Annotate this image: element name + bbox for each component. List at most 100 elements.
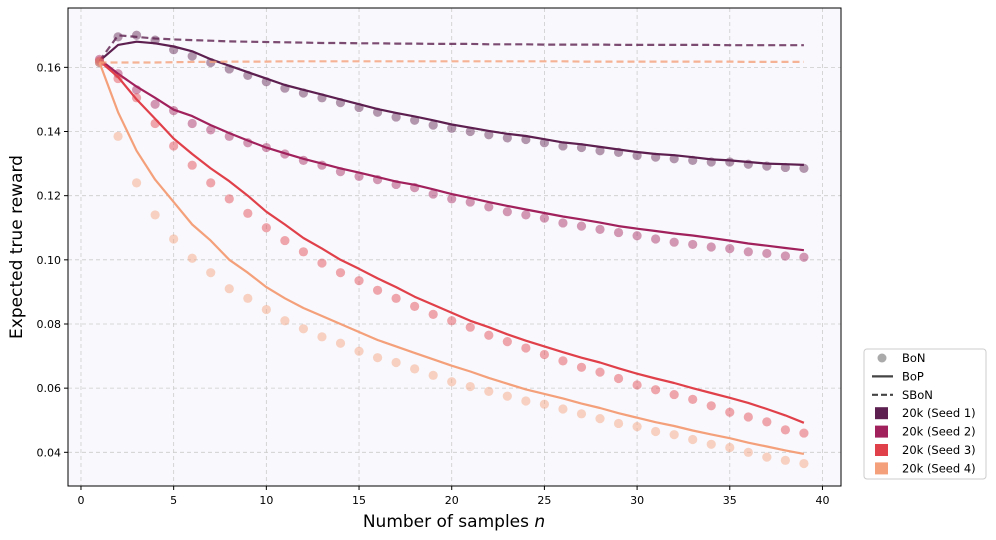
x-tick-label: 35 [723, 494, 737, 507]
sbon-line [98, 34, 804, 62]
bon-point [502, 207, 512, 217]
bon-point [743, 247, 753, 257]
series-4 [94, 57, 809, 469]
bop-line [98, 58, 805, 252]
bon-point [613, 418, 624, 429]
bon-point [780, 251, 790, 261]
legend-item: BoP [872, 369, 924, 383]
y-tick-label: 0.12 [37, 190, 62, 203]
bon-point [780, 455, 790, 465]
bon-point [539, 349, 550, 360]
x-axis-title-text: Number of samples [363, 512, 529, 532]
bon-point [113, 131, 123, 141]
bon-point [632, 422, 642, 432]
bon-point [632, 231, 642, 241]
bon-point [298, 247, 309, 257]
bon-point [688, 434, 698, 445]
bon-point [651, 385, 661, 395]
x-tick-label: 10 [259, 494, 273, 507]
bon-point [317, 332, 327, 342]
bon-point [187, 160, 197, 170]
legend-dot-icon [877, 353, 887, 363]
bon-point [595, 367, 605, 377]
legend-item: 20k (Seed 1) [875, 406, 976, 420]
bon-point [465, 126, 475, 137]
bon-point [651, 234, 661, 244]
bon-point [484, 130, 494, 140]
bon-point [688, 394, 698, 404]
bon-point [317, 258, 327, 268]
bon-point [131, 178, 142, 188]
bon-point [391, 357, 401, 368]
bon-point [725, 407, 735, 417]
bon-point [762, 248, 772, 259]
bon-point [206, 178, 216, 188]
bon-point [521, 396, 531, 406]
bon-point [224, 194, 234, 204]
bon-point [484, 202, 494, 212]
bon-point [688, 239, 698, 250]
bon-point [669, 430, 679, 440]
bon-point [743, 412, 753, 422]
bon-point [335, 268, 346, 278]
plot-background [68, 8, 841, 486]
bon-point [391, 112, 401, 122]
bon-point [780, 425, 790, 435]
bon-point [762, 417, 772, 427]
bon-point [261, 304, 271, 315]
legend-swatch [875, 407, 888, 420]
bon-point [576, 409, 587, 419]
x-axis-title: Number of samples n [363, 512, 545, 532]
legend-item: SBoN [872, 388, 933, 402]
bop-line [98, 40, 804, 166]
legend-label: BoN [902, 351, 926, 365]
bon-point [428, 309, 438, 319]
legend-swatch [875, 462, 888, 475]
legend-item: 20k (Seed 3) [875, 443, 976, 457]
x-tick-label: 0 [77, 494, 84, 507]
bon-point [521, 343, 531, 353]
bon-point [428, 189, 438, 199]
bop-line [98, 62, 805, 455]
y-tick-label: 0.10 [37, 254, 62, 267]
plot-frame [67, 7, 842, 487]
bon-point [206, 125, 216, 135]
bon-point [484, 330, 494, 340]
bon-point [410, 301, 420, 311]
bon-point [762, 452, 772, 462]
bon-point [613, 227, 624, 238]
series-layer [94, 30, 809, 469]
bon-point [484, 386, 494, 396]
bon-point [651, 426, 661, 437]
legend-item: 20k (Seed 2) [875, 425, 976, 439]
bon-point [187, 118, 197, 129]
legend-label: 20k (Seed 3) [902, 443, 976, 457]
x-tick-label: 40 [815, 494, 829, 507]
bon-point [372, 353, 383, 363]
bon-point [447, 316, 457, 326]
bon-point [465, 381, 475, 392]
bon-point [669, 389, 679, 400]
bon-point [799, 252, 809, 262]
bon-point [280, 235, 290, 246]
bon-point [150, 99, 160, 109]
bon-point [261, 223, 271, 233]
bon-point [187, 51, 197, 61]
axis-ticks: 0 5 10 15 20 25 30 35 40 0.04 0.06 0.08 0.10 0.12 0.14… [37, 61, 830, 507]
bon-point [150, 210, 160, 220]
bon-point [465, 322, 475, 332]
bon-point [799, 458, 809, 469]
bon-point [558, 356, 568, 366]
bon-point [447, 194, 457, 204]
bon-point [706, 242, 716, 252]
y-tick-label: 0.04 [37, 446, 62, 459]
bon-point [169, 141, 179, 151]
bon-point [372, 285, 383, 295]
bon-point [280, 316, 290, 326]
bon-point [447, 377, 457, 387]
bon-point [224, 284, 234, 294]
bon-point [799, 428, 809, 438]
y-tick-label: 0.08 [37, 318, 62, 331]
legend-swatch [875, 444, 888, 456]
bon-point [743, 447, 753, 457]
